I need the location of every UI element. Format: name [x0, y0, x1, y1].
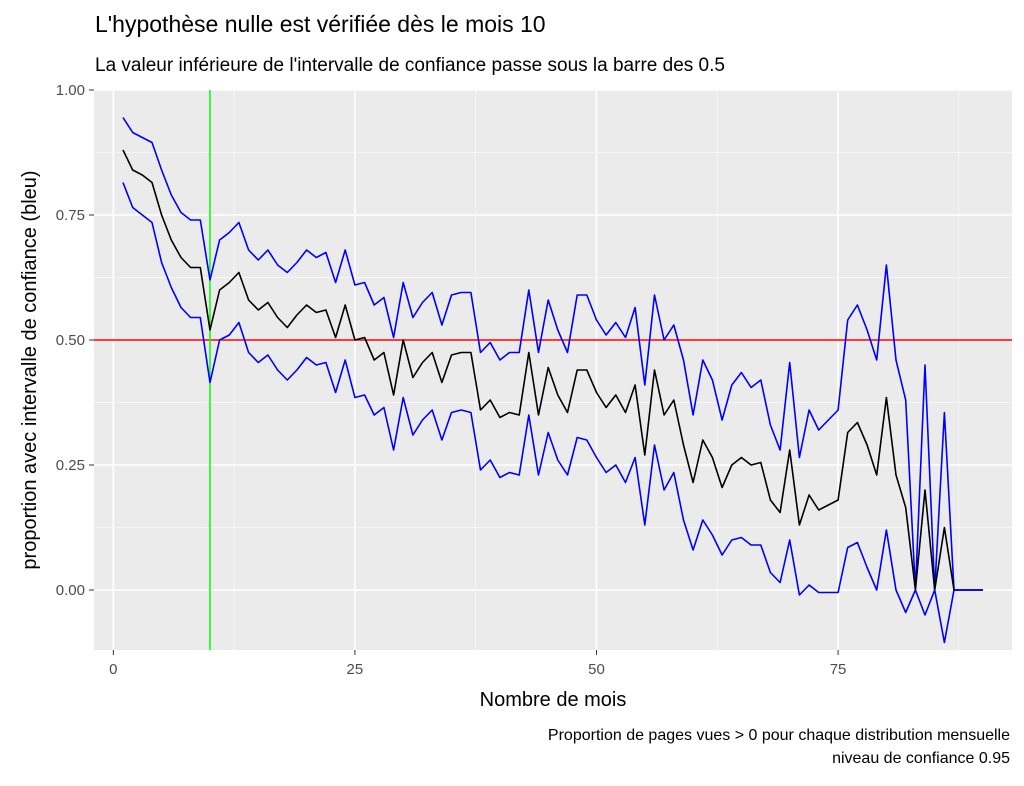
reference-lines [94, 90, 1012, 650]
x-axis-label: Nombre de mois [480, 689, 627, 711]
grid [94, 89, 1012, 650]
x-tick-label: 50 [588, 661, 605, 678]
caption-line-2: niveau de confiance 0.95 [832, 750, 1010, 767]
y-tick-label: 0.00 [56, 582, 85, 599]
x-tick-label: 25 [347, 661, 364, 678]
plot-panel [94, 90, 1012, 650]
axes: 0 25 50 75 0.00 0.25 0.50 0.75 1.00 [56, 82, 847, 678]
series-lower-line [122, 182, 983, 644]
y-axis-label: proportion avec intervalle de confiance … [19, 170, 41, 569]
caption-line-1: Proportion de pages vues > 0 pour chaque… [548, 727, 1010, 744]
y-tick-label: 0.75 [56, 207, 85, 224]
series-lines [122, 117, 983, 644]
x-tick-label: 0 [109, 661, 117, 678]
series-upper-line [122, 117, 983, 591]
series-proportion-line [122, 149, 983, 591]
chart-subtitle: La valeur inférieure de l'intervalle de … [95, 55, 725, 76]
x-tick-label: 75 [830, 661, 847, 678]
y-tick-label: 1.00 [56, 82, 85, 99]
chart-title: L'hypothèse nulle est vérifiée dès le mo… [95, 11, 546, 37]
y-tick-label: 0.25 [56, 457, 85, 474]
y-tick-label: 0.50 [56, 332, 85, 349]
